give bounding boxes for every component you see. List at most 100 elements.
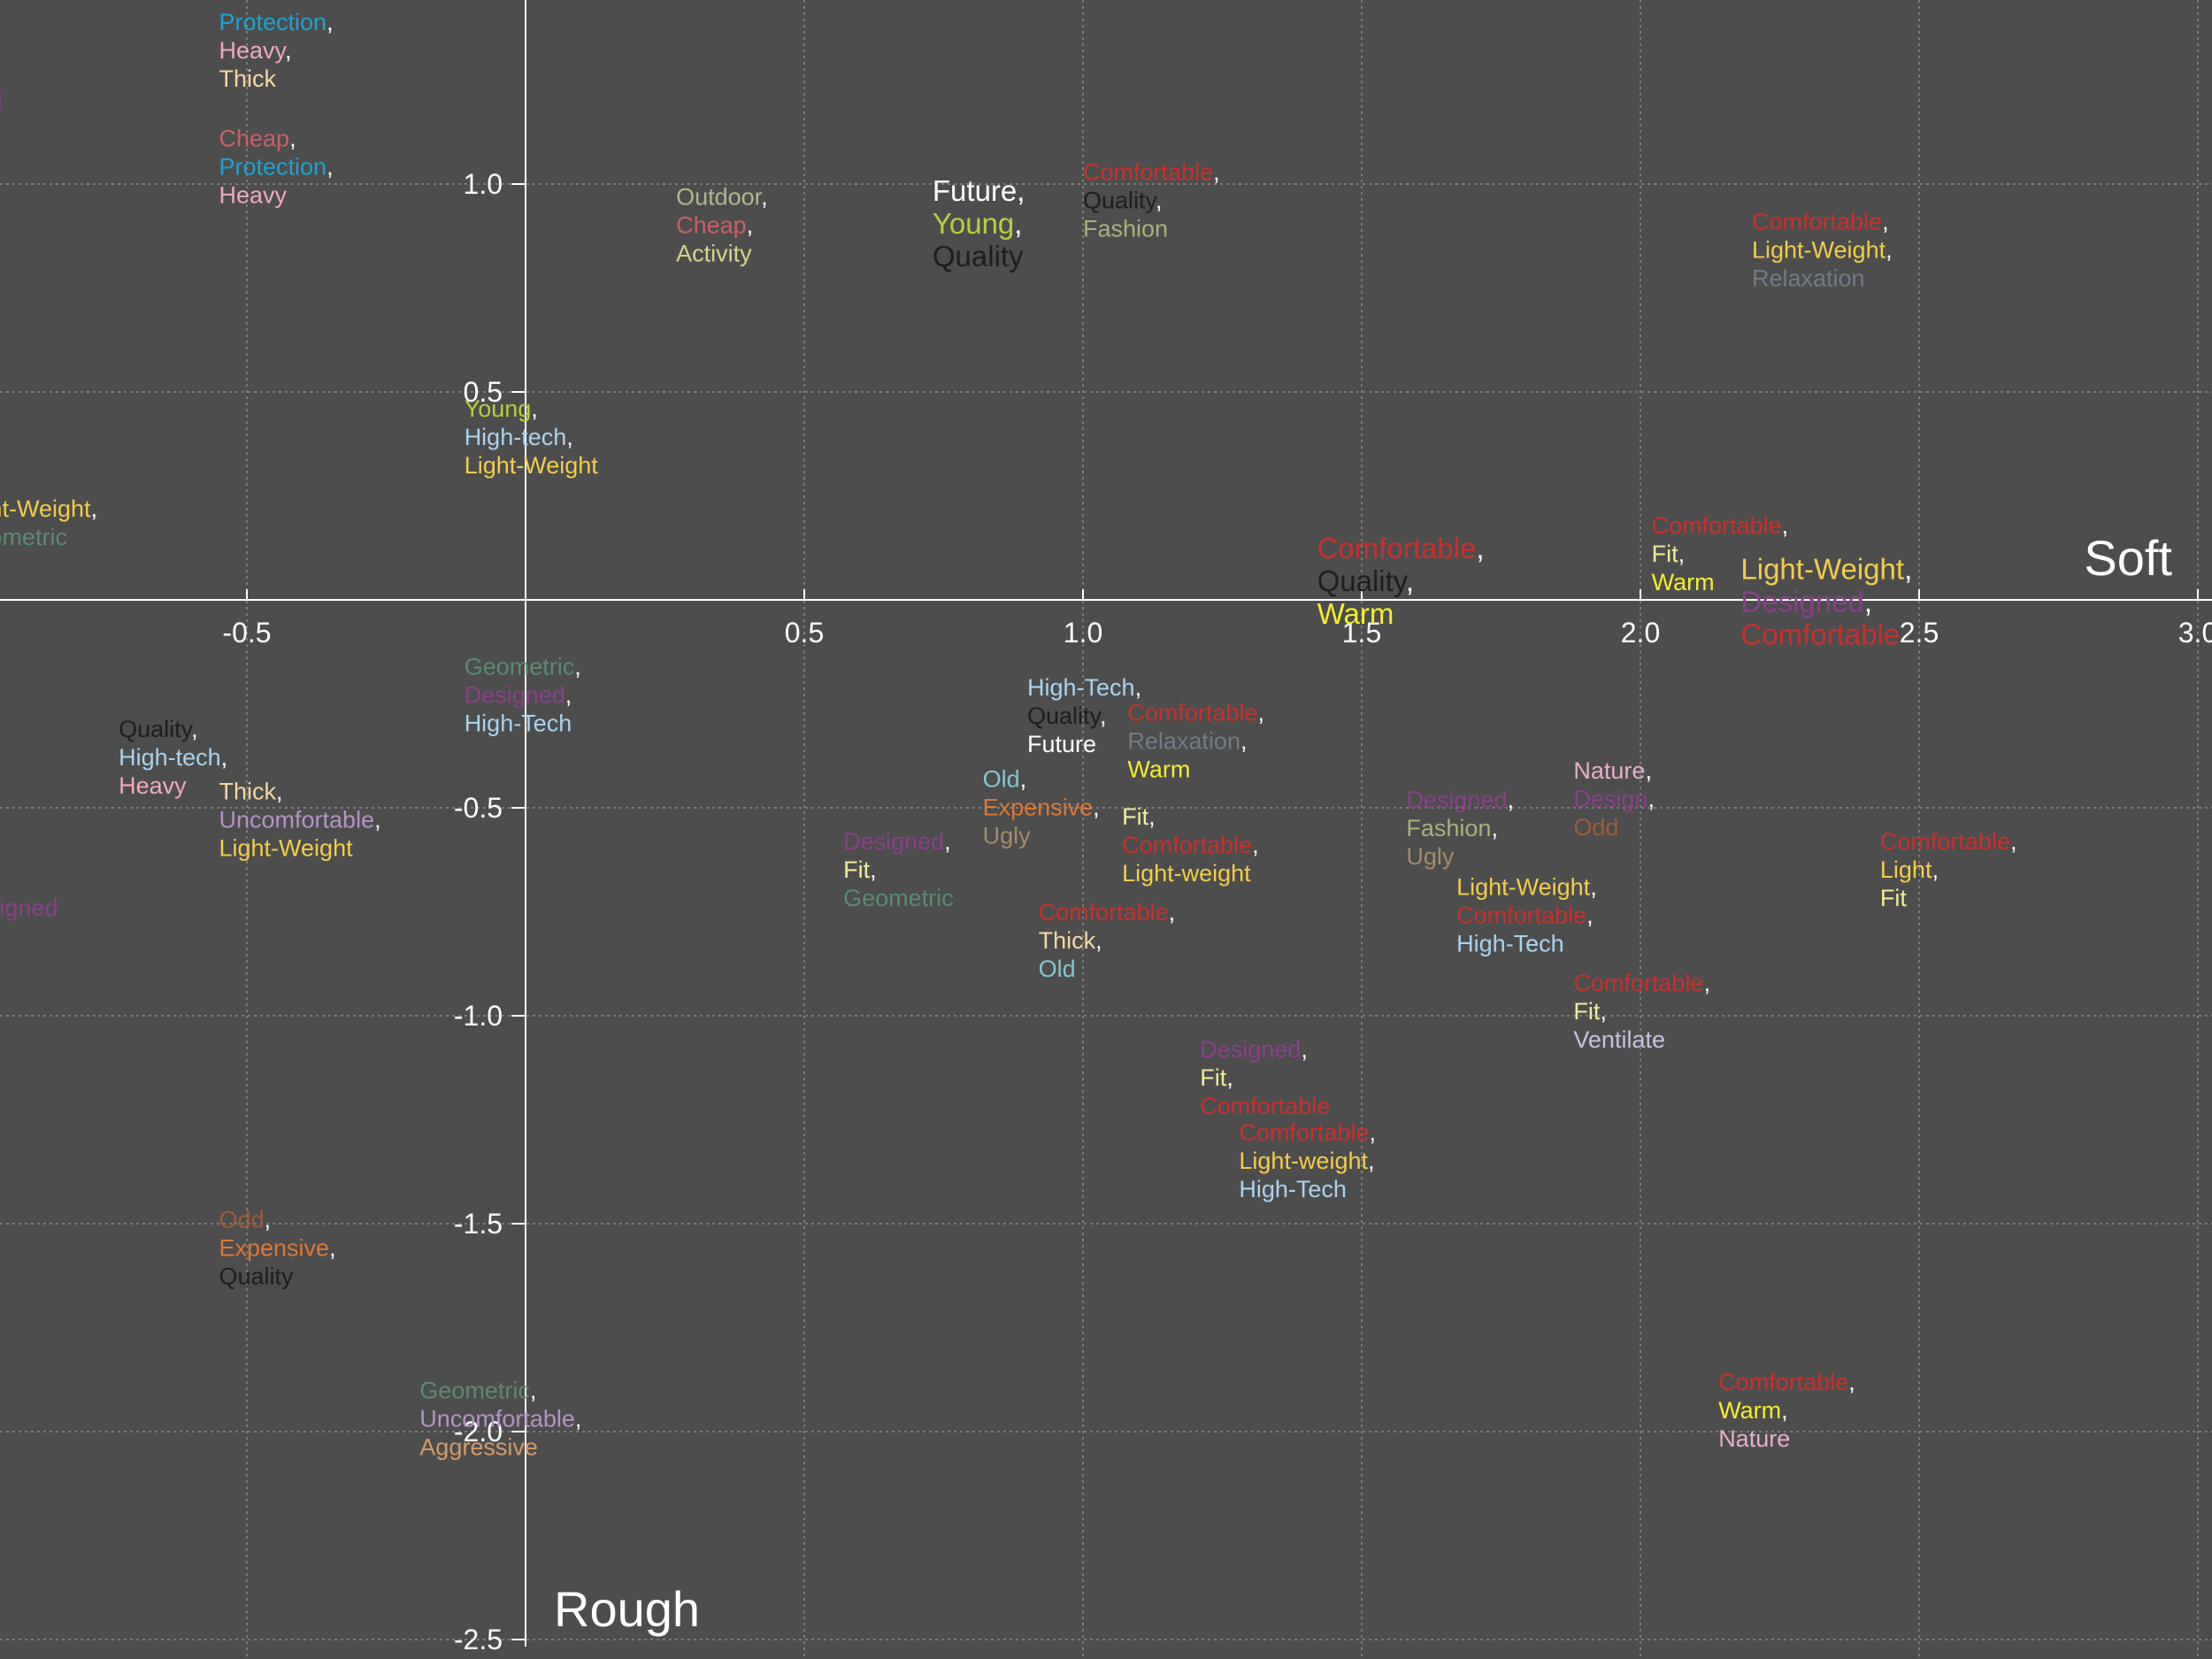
- data-point-word: Light-Weight,: [1752, 237, 1893, 264]
- data-point-word: Old: [1039, 956, 1076, 982]
- word-separator: ,: [1678, 541, 1686, 567]
- word-separator: ,: [1600, 998, 1607, 1025]
- data-point-word: Comfortable,: [1573, 970, 1710, 996]
- data-point: Comfortable,Light-Weight,Relaxation: [1752, 209, 1893, 292]
- data-point: Light-Weight,Designed,Comfortable: [1740, 553, 1912, 651]
- word-separator: ,: [575, 1405, 582, 1432]
- data-point-word: Fit: [1880, 885, 1907, 911]
- data-point-word: Fit,: [1652, 541, 1686, 567]
- tick-marks: -0.50.51.01.52.02.53.0-1.01.00.5-0.5-1.0…: [222, 168, 2212, 1655]
- data-point-word: Quality,: [119, 716, 198, 742]
- word-separator: ,: [1882, 209, 1889, 235]
- data-point-word: High-Tech: [1456, 931, 1564, 957]
- data-point-word: Fashion,: [1406, 815, 1498, 841]
- data-point-word: Designed,: [465, 682, 572, 709]
- word-separator: ,: [1886, 237, 1893, 264]
- data-point-word: Fashion: [1083, 215, 1168, 242]
- data-point: Old,Expensive,Ugly: [983, 766, 1100, 849]
- data-point-word: Comfortable,: [1456, 902, 1594, 929]
- word-separator: ,: [2010, 828, 2017, 855]
- data-point-word: Ventilate: [1573, 1026, 1665, 1053]
- data-point: Young,High-tech,Light-Weight: [465, 396, 599, 479]
- data-point-word: Comfortable,: [1752, 209, 1889, 235]
- data-point-word: Light-Weight: [465, 452, 599, 479]
- data-point-word: Heavy: [119, 772, 187, 799]
- data-point: Geometric,Designed,High-Tech: [465, 654, 581, 737]
- x-tick-label: 2.5: [1900, 617, 1939, 649]
- data-point: Fit,Comfortable,Light-weight: [1122, 803, 1259, 887]
- word-separator: ,: [870, 856, 877, 883]
- data-point-word: High-Tech: [1239, 1176, 1347, 1202]
- data-point-word: Light-Weight,: [0, 495, 97, 522]
- data-point-word: Odd,: [219, 1207, 272, 1233]
- data-point-word: High-tech,: [119, 744, 227, 771]
- data-point-word: Warm: [1652, 569, 1715, 595]
- data-point-word: Light-Weight: [219, 835, 354, 862]
- word-separator: ,: [761, 184, 768, 211]
- word-separator: ,: [1014, 207, 1022, 240]
- x-tick-label: 3.0: [2178, 617, 2212, 649]
- data-point-word: Geometric,: [465, 654, 581, 680]
- data-point: Cheap,Protection,Heavy: [219, 126, 334, 209]
- data-point-word: Outdoor,: [676, 184, 768, 211]
- data-point-word: Light-Weight,: [1456, 874, 1597, 901]
- data-point-word: Fit,: [1122, 803, 1156, 830]
- data-point: Geometric,Uncomfortable,Aggressive: [419, 1377, 581, 1460]
- data-point-word: Designed: [0, 895, 58, 921]
- data-point-word: Aggressive: [419, 1433, 538, 1460]
- word-separator: ,: [326, 154, 334, 180]
- data-point-word: Quality: [219, 1263, 295, 1290]
- data-point-word: Young,: [465, 396, 538, 422]
- word-separator: ,: [747, 212, 754, 239]
- y-tick-label: -1.5: [454, 1208, 503, 1240]
- data-point-word: Fit,: [1200, 1064, 1233, 1091]
- data-point-word: Protection,: [219, 154, 334, 180]
- data-point-word: Quality,: [1317, 565, 1414, 597]
- data-point-word: Young,: [933, 207, 1023, 240]
- data-point-word: Fit,: [843, 856, 877, 883]
- x-tick-label: 2.0: [1621, 617, 1660, 649]
- word-separator: ,: [221, 744, 228, 771]
- word-separator: ,: [1406, 565, 1414, 597]
- x-tick-label: 0.5: [785, 617, 824, 649]
- data-point-word: Protection,: [219, 9, 334, 35]
- word-separator: ,: [285, 37, 292, 64]
- data-point-word: Comfortable,: [1652, 512, 1789, 539]
- y-tick-label: -0.5: [454, 792, 503, 824]
- data-point-word: Designed,: [843, 828, 951, 855]
- word-separator: ,: [374, 807, 381, 833]
- word-separator: ,: [1590, 874, 1597, 901]
- data-point-word: High-Tech: [465, 710, 572, 737]
- word-separator: ,: [1781, 1397, 1788, 1424]
- data-point-word: Expensive,: [983, 795, 1100, 821]
- data-point-word: Quality,: [1027, 703, 1107, 729]
- data-point-word: Warm: [1317, 597, 1394, 630]
- data-point: Comfortable,Fit,Warm: [1652, 512, 1789, 595]
- data-point-word: Designed: [0, 88, 2, 114]
- data-point: Protection,Heavy,Thick: [219, 9, 334, 92]
- data-point-word: Light,: [1880, 856, 1939, 883]
- data-point-word: Expensive,: [219, 1235, 336, 1262]
- word-separator: ,: [1782, 512, 1789, 539]
- word-separator: ,: [1645, 757, 1652, 784]
- data-point: Comfortable,Relaxation,Warm: [1127, 699, 1264, 782]
- data-point-word: High-tech,: [465, 424, 573, 450]
- data-point-word: Uncomfortable,: [219, 807, 381, 833]
- data-point-word: Light-Weight,: [1740, 553, 1912, 586]
- data-point-word: Cheap,: [219, 126, 296, 152]
- data-point-word: Comfortable,: [1039, 899, 1176, 926]
- data-point: Comfortable,Warm,Nature: [1718, 1369, 1855, 1452]
- word-separator: ,: [1586, 902, 1594, 929]
- data-point: Future,Young,Quality: [933, 174, 1025, 273]
- data-point-word: Heavy,: [219, 37, 292, 64]
- data-point-word: Comfortable,: [1880, 828, 2017, 855]
- data-point-word: Ugly: [1406, 843, 1455, 870]
- data-point-word: Cheap,: [676, 212, 753, 239]
- data-point-word: Old,: [983, 766, 1027, 793]
- x-tick-label: -0.5: [222, 617, 271, 649]
- data-point: Comfortable,Quality,Fashion: [1083, 158, 1220, 242]
- data-point: Comfortable,Thick,Old: [1039, 899, 1176, 982]
